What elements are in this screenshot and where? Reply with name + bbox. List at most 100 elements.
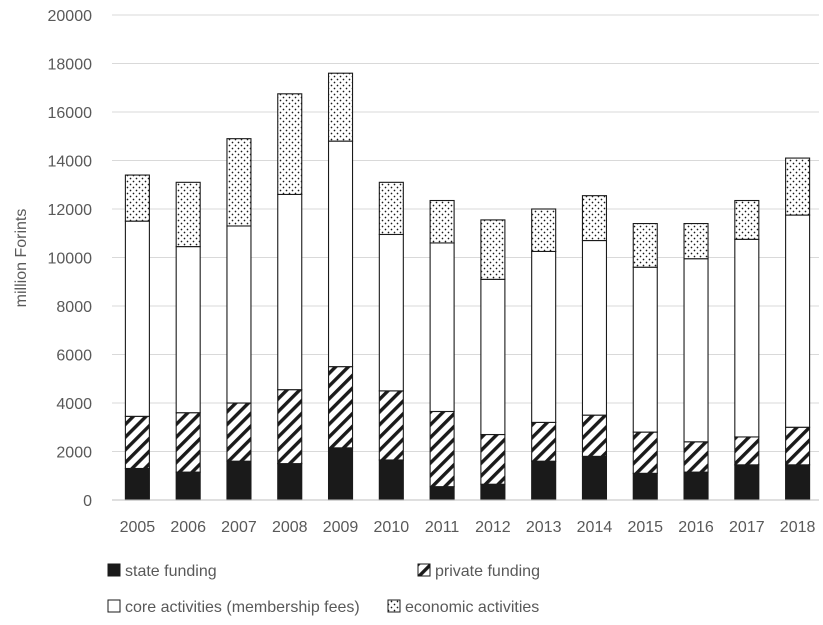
x-tick-label: 2017 [729,519,765,536]
bar-segment-economic [581,195,608,242]
legend-item: private funding [417,563,540,580]
bar-segment-private [277,389,303,465]
bar-stack-2008 [277,93,303,501]
bar-segment-core [175,246,201,414]
legend-swatch [417,563,431,577]
bar-segment-economic [480,219,506,280]
bar-segment-core [683,258,709,443]
bar-segment-state [734,464,760,501]
bar-segment-state [226,460,252,501]
x-tick-label: 2013 [526,519,562,536]
y-tick-label: 12000 [48,202,93,219]
bar-segment-private [734,436,760,466]
legend-label: economic activities [405,599,539,616]
bar-segment-private [785,426,811,466]
legend-label: private funding [435,563,540,580]
x-tick-label: 2005 [120,519,156,536]
bar-segment-private [226,402,252,462]
bar-segment-core [124,220,150,417]
bar-segment-economic [226,138,252,227]
bar-segment-private [378,390,404,461]
bar-segment-state [480,483,506,501]
y-tick-label: 14000 [48,154,93,171]
bar-stack-2006 [175,181,201,501]
bar-segment-private [429,410,455,488]
bar-segment-private [581,414,608,457]
x-tick-label: 2006 [170,519,206,536]
legend-swatch [107,599,121,613]
x-axis-ticks: 2005 2006 2007 2008 2009 2010 2011 2012 2013 2014… [120,519,816,536]
bar-stack-2016 [683,223,709,501]
y-tick-label: 8000 [56,299,92,316]
bar-segment-private [175,412,201,473]
bar-stack-2017 [734,199,760,501]
legend-item: state funding [107,563,217,580]
y-tick-label: 4000 [56,396,92,413]
bar-segment-economic [429,199,455,244]
bar-segment-private [632,431,658,474]
bar-segment-state [581,455,608,501]
y-tick-label: 20000 [48,8,93,25]
bar-segment-private [531,421,557,462]
legend-label: core activities (membership fees) [125,599,360,616]
bar-segment-economic [734,199,760,240]
bar-stack-2015 [632,223,658,501]
bar-segment-core [531,250,557,423]
bar-segment-core [581,239,608,416]
x-tick-label: 2011 [425,519,460,536]
y-axis-ticks: 0 2000 4000 6000 8000 10000 12000 14000 16000 180… [48,8,93,510]
x-tick-label: 2014 [577,519,613,536]
bar-segment-core [480,278,506,436]
x-tick-label: 2009 [323,519,359,536]
bar-segment-economic [378,181,404,236]
bar-segment-private [480,433,506,485]
bar-stack-2005 [124,174,150,501]
legend-swatch [387,599,401,613]
legend: state funding private funding core activit… [107,563,540,616]
x-tick-label: 2015 [627,519,663,536]
bar-segment-core [632,266,658,433]
y-tick-label: 18000 [48,57,93,74]
y-tick-label: 16000 [48,105,93,122]
bar-segment-state [175,471,201,501]
x-tick-label: 2007 [221,519,257,536]
y-axis-title: million Forints [13,209,30,308]
bar-segment-state [277,463,303,501]
bar-segment-economic [683,223,709,260]
x-tick-label: 2016 [678,519,714,536]
y-tick-label: 6000 [56,348,92,365]
bar-stack-2010 [378,181,404,501]
bar-segment-private [124,415,150,470]
bar-segment-private [327,366,354,449]
bar-stack-2012 [480,219,506,501]
bar-segment-core [327,140,354,368]
bar-segment-economic [277,93,303,195]
bar-segment-core [226,225,252,404]
bar-stack-2018 [785,157,811,501]
bar-segment-economic [327,72,354,142]
bar-segment-core [378,233,404,392]
bar-segment-economic [632,223,658,268]
y-tick-label: 0 [83,493,92,510]
legend-label: state funding [125,563,217,580]
bar-stack-2011 [429,199,455,501]
bar-segment-core [429,242,455,413]
bar-segment-economic [531,208,557,252]
bar-segment-state [429,486,455,501]
bar-segment-core [734,238,760,438]
bar-segment-state [785,464,811,501]
x-tick-label: 2010 [374,519,410,536]
bar-segment-state [683,471,709,501]
x-tick-label: 2012 [475,519,511,536]
bar-segment-core [277,193,303,391]
bar-stack-2013 [531,208,557,501]
legend-swatch [107,563,121,577]
bar-stack-2007 [226,138,252,501]
legend-item: economic activities [387,599,539,616]
bar-stack-2014 [581,195,608,501]
bar-segment-state [632,472,658,501]
bar-segment-state [531,460,557,501]
bars [124,72,811,501]
bar-segment-state [378,459,404,501]
